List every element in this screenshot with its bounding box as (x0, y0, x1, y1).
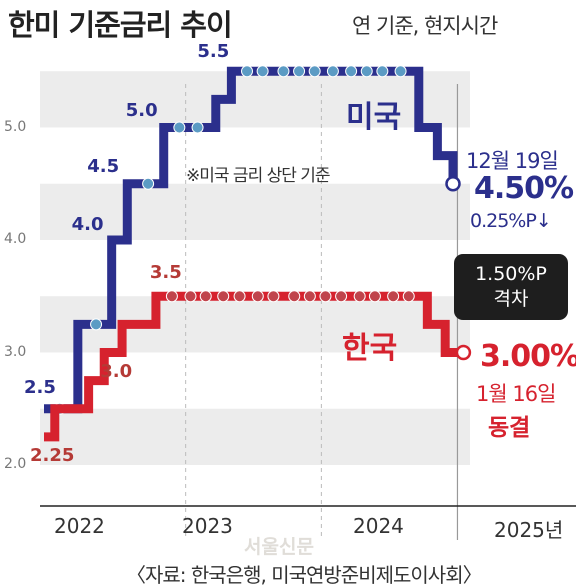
background-band (40, 71, 470, 128)
source-note: 〈자료: 한국은행, 미국연방준비제도이사회〉 (126, 563, 483, 587)
data-point (303, 290, 316, 303)
point-label-kr: 3.5 (149, 262, 182, 284)
background-bands (40, 71, 470, 465)
watermark-logo: 서울신문 (244, 536, 314, 558)
rate-gap-box: 1.50%P 격차 (454, 254, 568, 320)
x-tick-label: 2023 (182, 514, 233, 538)
x-tick-label: 2025년 (494, 518, 564, 542)
us-latest-rate: 4.50% (474, 171, 574, 206)
data-point (184, 290, 197, 303)
series-label-kr: 한국 (342, 331, 398, 366)
point-label-us: 4.5 (87, 155, 120, 177)
y-tick-label: 2.0 (4, 456, 27, 472)
point-label-us: 2.5 (24, 376, 56, 398)
data-point (353, 290, 366, 303)
data-point (251, 290, 264, 303)
kr-latest-rate: 3.00% (480, 339, 576, 374)
series-label-us: 미국 (346, 100, 402, 135)
data-point (199, 290, 212, 303)
kr-rate-status: 동결 (488, 415, 531, 441)
chart-title: 한미 기준금리 추이 (8, 8, 233, 42)
data-point (256, 65, 269, 78)
data-point (173, 121, 186, 134)
background-band (40, 408, 470, 465)
x-tick-label: 2022 (54, 514, 105, 538)
point-label-kr: 3.0 (100, 360, 133, 382)
data-point (165, 290, 178, 303)
data-point (277, 65, 290, 78)
point-label-us: 4.0 (71, 214, 104, 235)
series-line-us (44, 66, 458, 414)
y-tick-label: 5.0 (4, 118, 27, 135)
chart-subtitle: 연 기준, 현지시간 (352, 14, 498, 38)
data-point (360, 65, 373, 78)
latest-point-marker (455, 344, 472, 361)
point-label-us: 5.5 (197, 41, 230, 63)
kr-latest-date: 1월 16일 (476, 382, 556, 406)
data-point (241, 65, 254, 78)
point-label-us: 5.0 (125, 99, 158, 121)
data-point (267, 290, 280, 303)
chart-note: ※미국 금리 상단 기준 (186, 166, 331, 186)
background-band (40, 183, 470, 240)
data-point (191, 121, 204, 134)
us-rate-change: 0.25%P↓ (470, 210, 552, 232)
point-label-kr: 2.25 (30, 444, 75, 466)
data-point (142, 177, 155, 190)
data-point (335, 290, 348, 303)
data-point (376, 65, 389, 78)
data-point (293, 65, 306, 78)
y-tick-label: 4.0 (4, 231, 27, 247)
data-point (233, 290, 246, 303)
data-point (345, 65, 358, 78)
rate-gap-value: 1.50%P (475, 263, 547, 285)
data-point (319, 290, 332, 303)
data-point (217, 290, 230, 303)
data-point (368, 290, 381, 303)
rate-gap-label: 격차 (493, 288, 529, 310)
data-point (387, 290, 400, 303)
x-tick-label: 2024 (353, 514, 404, 538)
data-point (394, 65, 407, 78)
data-point (288, 290, 301, 303)
y-tick-label: 3.0 (4, 343, 27, 360)
data-point (402, 290, 415, 303)
chart-marks (44, 65, 472, 442)
data-point (326, 65, 339, 78)
latest-point-marker (445, 176, 461, 192)
data-point (90, 318, 103, 331)
data-point (308, 65, 321, 78)
us-latest-date: 12월 19일 (466, 149, 559, 173)
